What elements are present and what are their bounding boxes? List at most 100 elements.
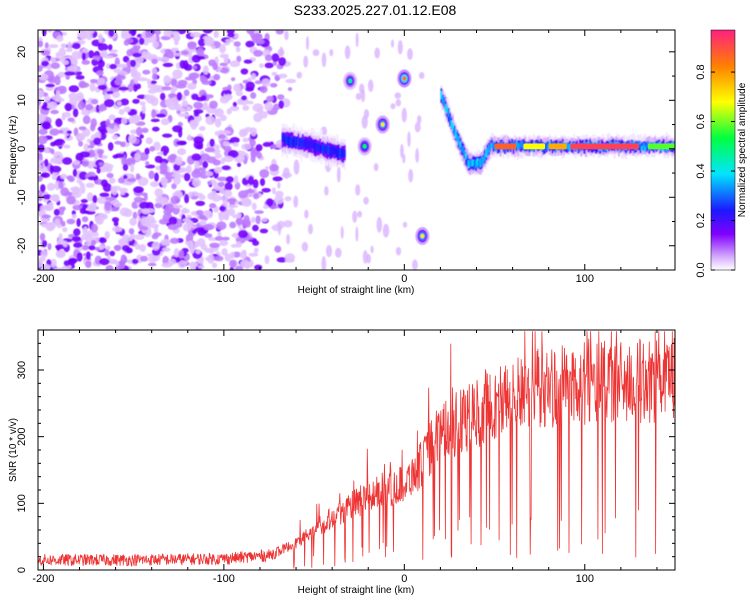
noise-blob [219,114,227,122]
noise-blob [235,46,241,53]
snr-x-tick-label: -200 [32,573,54,585]
noise-blob [98,150,103,159]
noise-blob [181,100,189,108]
noise-blob [139,201,150,210]
chirp-band-segment [469,159,472,166]
main-tone-band-segment [288,136,291,147]
noise-blob [248,252,259,257]
noise-blob [120,189,126,196]
noise-blob [223,55,229,64]
snr-x-tick-label: -100 [213,573,235,585]
noise-blob [222,141,230,147]
noise-blob [194,160,200,171]
main-tone-band-segment [330,146,333,158]
noise-blob [276,220,286,229]
faint-blob [411,259,418,270]
main-tone-band-segment [284,136,287,144]
noise-blob [141,208,150,215]
noise-blob [96,196,108,204]
noise-blob [172,175,181,185]
noise-blob [172,33,181,42]
noise-blob [81,59,91,65]
noise-blob [96,70,104,76]
noise-blob [68,176,75,183]
faint-blob [363,109,370,119]
colorbar-tick-label: 0.0 [695,262,707,277]
spectrogram-x-tick-label: 0 [401,273,407,285]
noise-blob [42,194,52,200]
noise-blob [90,79,98,84]
steady-tone-band-segment [567,143,570,150]
faint-blob [395,246,402,256]
burst [375,115,390,134]
noise-blob [178,249,184,258]
noise-blob [51,174,57,180]
noise-blob [248,175,254,186]
noise-blob [182,223,192,232]
chirp-band-segment [473,160,476,169]
burst-layer [402,76,407,81]
noise-blob [214,153,222,159]
noise-blob [241,95,247,101]
noise-blob [204,147,216,153]
noise-blob [79,207,87,214]
faint-blob [390,39,395,48]
main-tone-band-segment [281,133,284,142]
noise-blob [105,265,114,270]
noise-blob [92,195,98,204]
steady-tone-band-segment [518,143,521,150]
noise-blob [180,208,190,214]
noise-blob [108,177,116,184]
noise-blob [44,25,51,30]
noise-blob [209,242,221,248]
noise-blob [241,143,252,150]
noise-blob [187,134,192,142]
noise-blob [106,172,114,179]
noise-blob [140,255,149,262]
noise-blob [113,201,122,208]
faint-blob [286,233,291,245]
steady-tone-band-segment [642,142,645,150]
noise-blob [213,30,219,38]
faint-blob [340,226,344,239]
noise-blob [50,148,55,155]
noise-blob [78,141,84,147]
chirp-band [440,85,493,176]
noise-blob [160,176,168,186]
noise-blob [77,94,84,101]
noise-blob [232,142,239,147]
noise-blob [41,50,51,56]
noise-blob [224,253,232,262]
noise-blob [271,71,278,76]
main-tone-band-segment [320,144,323,153]
noise-blob [154,30,161,36]
spectrogram-x-tick-label: -200 [32,273,54,285]
noise-blob [130,30,136,36]
noise-blob [214,236,224,241]
noise-blob [163,150,168,156]
noise-blob [215,144,220,151]
noise-blob [211,262,218,269]
noise-blob [134,234,145,241]
noise-blob [128,134,137,144]
noise-blob [203,223,215,231]
main-tone-band-segment [311,140,314,149]
main-tone-band-segment [323,145,326,154]
noise-blob [47,101,58,110]
noise-blob [146,78,152,85]
noise-blob [121,32,132,40]
main-tone-band-segment [335,148,337,158]
noise-blob [160,239,171,246]
noise-blob [114,153,125,159]
faint-blob [336,166,341,183]
main-tone-band-segment [301,139,304,148]
main-tone-band-segment [290,136,293,147]
noise-blob [205,171,214,177]
noise-blob [199,220,207,226]
noise-blob [205,256,213,261]
noise-blob [151,58,158,65]
noise-blob [44,42,49,49]
chirp-band-segment [452,122,454,132]
noise-blob [196,55,206,60]
noise-blob [261,78,271,87]
